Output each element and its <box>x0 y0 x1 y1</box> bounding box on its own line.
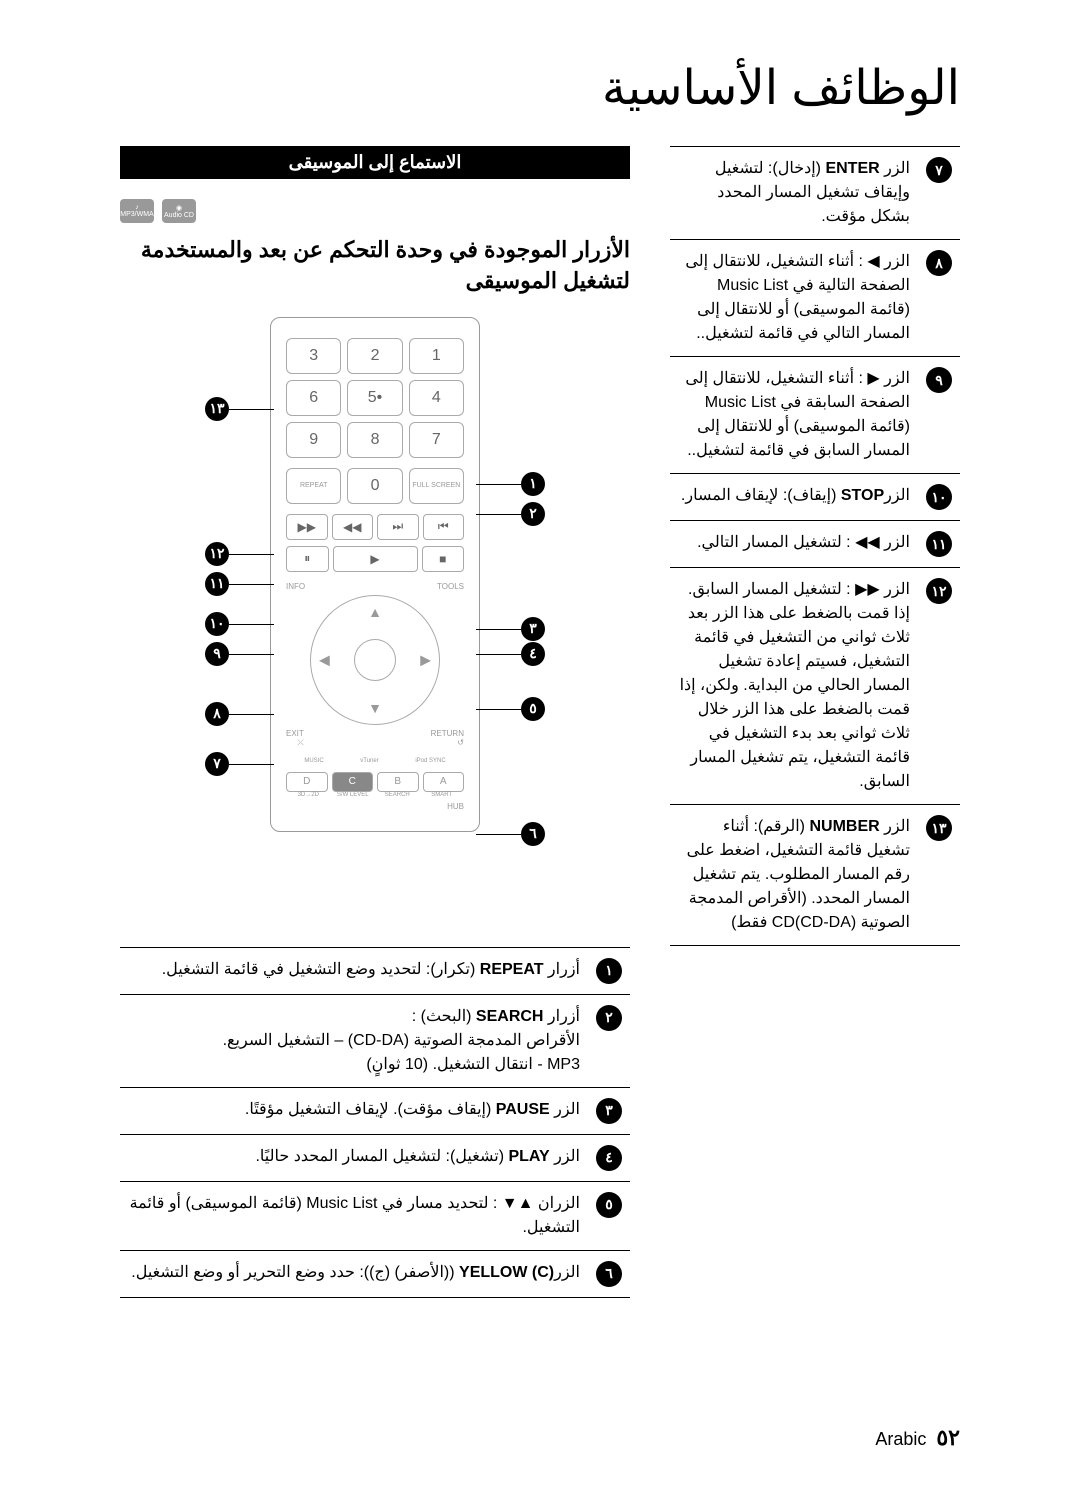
media-icon-row: ♪MP3/WMA ◉Audio CD <box>120 199 630 223</box>
callout-line <box>229 764 274 765</box>
info-label: INFO <box>286 582 305 591</box>
subtitle: الأزرار الموجودة في وحدة التحكم عن بعد و… <box>120 235 630 297</box>
page-title: الوظائف الأساسية <box>120 60 960 116</box>
hub-label: HUB <box>286 802 464 811</box>
right-desc-table: ١أزرار REPEAT (تكرار): لتحديد وضع التشغي… <box>120 947 630 1298</box>
dpad: ▲ ▼ ◀ ▶ <box>310 595 440 725</box>
color-b-button: B <box>377 772 419 792</box>
row-text: الزرYELLOW (C) ((الأصفر) (ج)): حدد وضع ا… <box>120 1250 588 1297</box>
left-desc-table: ٧الزر ENTER (إدخال): لتشغيل وإيقاف تشغيل… <box>670 146 960 946</box>
bottom-labels: SMART SEARCH S/W LEVEL 3D→2D <box>286 792 464 798</box>
row-number: ٦ <box>588 1250 630 1297</box>
pause-button: ⏸ <box>286 546 329 572</box>
row-text: الزران ▲▼ : لتحديد مسار في Music List (ق… <box>120 1181 588 1250</box>
right-arrow-icon: ▶ <box>420 651 431 668</box>
prev-track-button: ⏮ <box>423 514 465 540</box>
left-arrow-icon: ◀ <box>319 651 330 668</box>
callout-10: ١٠ <box>205 612 229 636</box>
callout-line <box>476 709 521 710</box>
key-repeat: REPEAT <box>286 468 341 504</box>
callout-line <box>229 409 274 410</box>
row-text: الزر ▶▶ : لتشغيل المسار السابق.إذا قمت ب… <box>670 568 918 805</box>
callout-line <box>476 654 521 655</box>
row-number: ٣ <box>588 1087 630 1134</box>
row-text: أزرار SEARCH (البحث) :الأقراص المدمجة ال… <box>120 994 588 1087</box>
next-track-button: ⏭ <box>377 514 419 540</box>
callout-2: ٢ <box>521 502 545 526</box>
key-8: 8 <box>347 422 402 458</box>
callout-line <box>229 584 274 585</box>
exit-label: EXIT⤫ <box>286 729 304 748</box>
callout-line <box>476 514 521 515</box>
rewind-button: ◀◀ <box>332 514 374 540</box>
callout-line <box>229 714 274 715</box>
row-text: الزر NUMBER (الرقم): أثناء تشغيل قائمة ا… <box>670 805 918 946</box>
callout-12: ١٢ <box>205 542 229 566</box>
key-6: 6 <box>286 380 341 416</box>
callout-line <box>229 654 274 655</box>
color-a-button: A <box>423 772 465 792</box>
row-number: ٢ <box>588 994 630 1087</box>
key-4: 4 <box>409 380 464 416</box>
row-number: ٨ <box>918 240 960 357</box>
callout-1: ١ <box>521 472 545 496</box>
return-label: RETURN↺ <box>431 729 464 748</box>
row-text: الزر ◀ : أثناء التشغيل، للانتقال إلى الص… <box>670 240 918 357</box>
row-number: ١ <box>588 947 630 994</box>
mp3-wma-icon: ♪MP3/WMA <box>120 199 154 223</box>
callout-13: ١٣ <box>205 397 229 421</box>
callout-7: ٧ <box>205 752 229 776</box>
row-number: ٥ <box>588 1181 630 1250</box>
up-arrow-icon: ▲ <box>368 604 382 620</box>
row-text: الزرSTOP (إيقاف): لإيقاف المسار. <box>670 474 918 521</box>
callout-line <box>229 624 274 625</box>
key-3: 3 <box>286 338 341 374</box>
row-number: ٩ <box>918 357 960 474</box>
row-text: الزر PAUSE (إيقاف مؤقت). لإيقاف التشغيل … <box>120 1087 588 1134</box>
callout-5: ٥ <box>521 697 545 721</box>
audio-cd-icon: ◉Audio CD <box>162 199 196 223</box>
row-text: الزر PLAY (تشغيل): لتشغيل المسار المحدد … <box>120 1134 588 1181</box>
row-number: ١٢ <box>918 568 960 805</box>
color-c-button: C <box>332 772 374 792</box>
forward-button: ▶▶ <box>286 514 328 540</box>
row-number: ١٣ <box>918 805 960 946</box>
color-d-button: D <box>286 772 328 792</box>
callout-3: ٣ <box>521 617 545 641</box>
callout-8: ٨ <box>205 702 229 726</box>
stop-button: ■ <box>422 546 465 572</box>
callout-line <box>476 484 521 485</box>
callout-line <box>476 834 521 835</box>
row-text: الزر ◀◀ : لتشغيل المسار التالي. <box>670 521 918 568</box>
section-header: الاستماع إلى الموسيقى <box>120 146 630 179</box>
callout-6: ٦ <box>521 822 545 846</box>
row-text: أزرار REPEAT (تكرار): لتحديد وضع التشغيل… <box>120 947 588 994</box>
play-button: ▶ <box>333 546 418 572</box>
callout-11: ١١ <box>205 572 229 596</box>
key-fullscreen: FULL SCREEN <box>409 468 464 504</box>
key-2: 2 <box>347 338 402 374</box>
callout-9: ٩ <box>205 642 229 666</box>
row-text: الزر ▶ : أثناء التشغيل، للانتقال إلى الص… <box>670 357 918 474</box>
key-1: 1 <box>409 338 464 374</box>
sync-row: iPod SYNC vTuner MUSIC <box>286 758 464 764</box>
key-9: 9 <box>286 422 341 458</box>
page-footer: Arabic ٥٢ <box>875 1425 960 1451</box>
callout-4: ٤ <box>521 642 545 666</box>
remote-diagram: 1 2 3 4 • 5 6 7 8 9 FULL SCREEN 0 REPEAT <box>205 317 545 917</box>
row-number: ١٠ <box>918 474 960 521</box>
key-0: 0 <box>347 468 402 504</box>
row-number: ٤ <box>588 1134 630 1181</box>
row-number: ١١ <box>918 521 960 568</box>
key-7: 7 <box>409 422 464 458</box>
row-text: الزر ENTER (إدخال): لتشغيل وإيقاف تشغيل … <box>670 147 918 240</box>
callout-line <box>229 554 274 555</box>
key-5: • 5 <box>347 380 402 416</box>
tools-label: TOOLS <box>437 582 464 591</box>
row-number: ٧ <box>918 147 960 240</box>
down-arrow-icon: ▼ <box>368 700 382 716</box>
callout-line <box>476 629 521 630</box>
